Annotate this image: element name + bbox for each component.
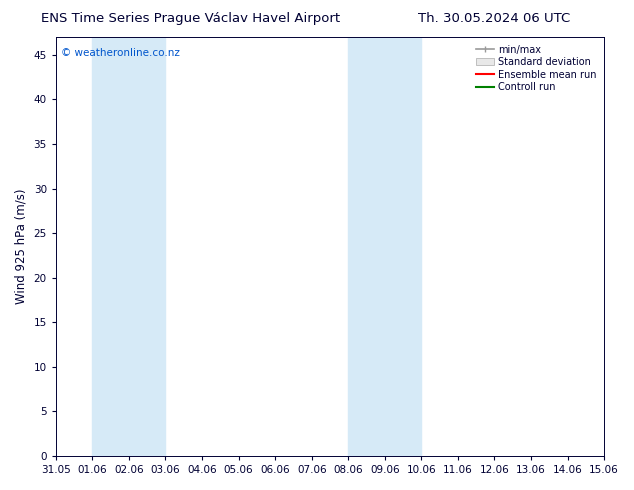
Text: Th. 30.05.2024 06 UTC: Th. 30.05.2024 06 UTC <box>418 12 571 25</box>
Bar <box>93 37 165 456</box>
Legend: min/max, Standard deviation, Ensemble mean run, Controll run: min/max, Standard deviation, Ensemble me… <box>474 42 599 95</box>
Y-axis label: Wind 925 hPa (m/s): Wind 925 hPa (m/s) <box>15 189 28 304</box>
Bar <box>348 37 422 456</box>
Text: ENS Time Series Prague Václav Havel Airport: ENS Time Series Prague Václav Havel Airp… <box>41 12 340 25</box>
Text: © weatheronline.co.nz: © weatheronline.co.nz <box>61 48 180 57</box>
